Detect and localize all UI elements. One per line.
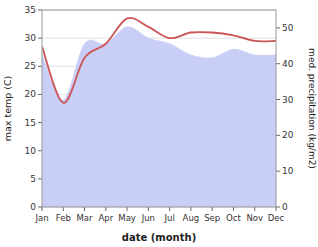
x-tick-label: May — [118, 213, 136, 223]
y-tick — [38, 66, 42, 67]
y2-tick-label: 10 — [282, 166, 294, 176]
x-tick — [254, 207, 255, 211]
y2-tick — [276, 171, 280, 172]
y-tick — [38, 38, 42, 39]
x-tick-label: Oct — [226, 213, 241, 223]
temperature-line — [42, 18, 276, 103]
chart: 0 5 10 15 20 25 30 35 0 10 20 30 40 50 Jan Feb Mar Apr May… — [0, 0, 318, 247]
x-tick — [212, 207, 213, 211]
y-tick-label: 35 — [25, 5, 36, 15]
y-tick — [38, 122, 42, 123]
x-tick-label: Aug — [183, 213, 200, 223]
plot-area — [42, 18, 276, 207]
y2-tick — [276, 63, 280, 64]
y-tick-label: 25 — [25, 61, 36, 71]
x-tick-label: Jan — [34, 213, 48, 223]
x-tick — [105, 207, 106, 211]
y2-axis-label: med. precipitation (kg/m2) — [307, 48, 317, 169]
y-tick-label: 5 — [30, 174, 36, 184]
x-tick — [127, 207, 128, 211]
y2-tick-label: 0 — [282, 202, 288, 212]
y-tick — [38, 150, 42, 151]
x-tick-label: Jun — [141, 213, 155, 223]
x-tick-label: Jul — [164, 213, 175, 223]
y-axis-label: max temp (C) — [2, 76, 13, 142]
x-tick-label: Feb — [56, 213, 71, 223]
y-tick — [38, 178, 42, 179]
y2-tick — [276, 135, 280, 136]
y-tick-label: 0 — [30, 202, 36, 212]
x-tick-label: Apr — [98, 213, 113, 223]
x-axis-label: date (month) — [122, 232, 196, 243]
y-tick — [38, 207, 42, 208]
x-tick — [148, 207, 149, 211]
y2-tick-label: 20 — [282, 130, 294, 140]
y2-tick — [276, 99, 280, 100]
x-tick — [84, 207, 85, 211]
x-tick-label: Dec — [268, 213, 285, 223]
y2-tick — [276, 27, 280, 28]
plot-frame — [42, 10, 276, 207]
grid — [42, 10, 276, 207]
y-tick-label: 20 — [25, 89, 37, 99]
y2-tick — [276, 207, 280, 208]
x-tick — [276, 207, 277, 211]
y-tick — [38, 94, 42, 95]
precipitation-area — [42, 27, 276, 207]
y-tick-label: 30 — [25, 33, 37, 43]
x-tick — [42, 207, 43, 211]
y-tick-label: 15 — [25, 118, 36, 128]
chart-container: 0 5 10 15 20 25 30 35 0 10 20 30 40 50 Jan Feb Mar Apr May… — [0, 0, 318, 247]
x-tick — [190, 207, 191, 211]
y2-tick-label: 40 — [282, 59, 294, 69]
y-tick-label: 10 — [25, 146, 37, 156]
axes: 0 5 10 15 20 25 30 35 0 10 20 30 40 50 Jan Feb Mar Apr May… — [25, 5, 294, 223]
y-tick — [38, 10, 42, 11]
y2-tick-label: 50 — [282, 23, 294, 33]
x-tick — [169, 207, 170, 211]
x-tick — [63, 207, 64, 211]
x-tick-label: Nov — [246, 213, 263, 223]
x-tick-label: Mar — [77, 213, 94, 223]
x-tick — [233, 207, 234, 211]
y2-tick-label: 30 — [282, 95, 294, 105]
x-tick-label: Sep — [204, 213, 220, 223]
